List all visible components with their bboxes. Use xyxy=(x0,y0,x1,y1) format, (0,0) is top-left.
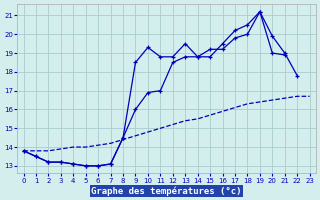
X-axis label: Graphe des températures (°c): Graphe des températures (°c) xyxy=(91,186,242,196)
